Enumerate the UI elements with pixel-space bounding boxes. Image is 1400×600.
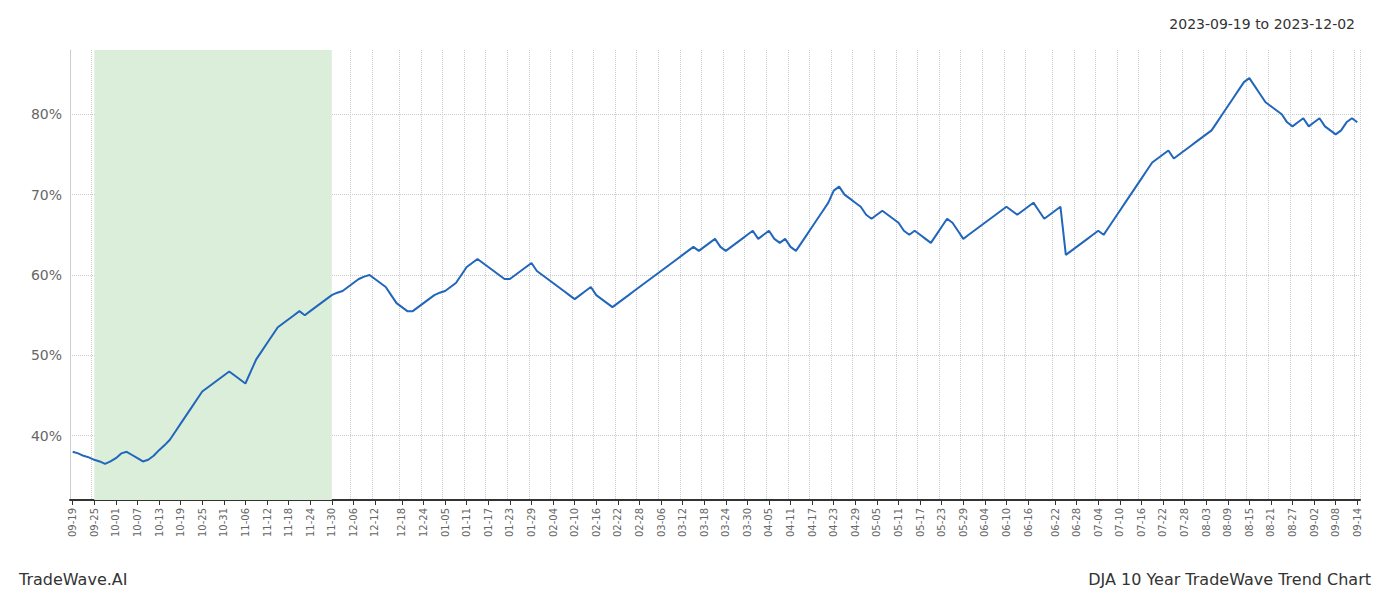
svg-text:09-02: 09-02 (1309, 508, 1320, 537)
svg-text:07-04: 07-04 (1093, 508, 1104, 537)
svg-text:04-17: 04-17 (807, 508, 818, 537)
svg-text:08-27: 08-27 (1287, 508, 1298, 537)
svg-text:01-05: 01-05 (440, 508, 451, 537)
svg-text:06-10: 06-10 (1001, 508, 1012, 537)
svg-text:01-29: 01-29 (526, 508, 537, 537)
svg-text:12-24: 12-24 (418, 508, 429, 537)
svg-text:10-31: 10-31 (218, 508, 229, 537)
svg-text:05-23: 05-23 (936, 508, 947, 537)
svg-text:01-17: 01-17 (483, 508, 494, 537)
svg-text:05-11: 05-11 (893, 508, 904, 537)
svg-text:08-21: 08-21 (1265, 508, 1276, 537)
svg-text:10-07: 10-07 (132, 508, 143, 537)
svg-text:06-04: 06-04 (979, 508, 990, 537)
svg-text:08-15: 08-15 (1244, 508, 1255, 537)
svg-text:05-29: 05-29 (958, 508, 969, 537)
svg-text:DJA 10 Year TradeWave Trend Ch: DJA 10 Year TradeWave Trend Chart (1088, 570, 1371, 589)
svg-text:03-24: 03-24 (720, 508, 731, 537)
svg-text:10-25: 10-25 (197, 508, 208, 537)
svg-text:03-06: 03-06 (656, 508, 667, 537)
svg-text:10-19: 10-19 (175, 508, 186, 537)
svg-text:05-05: 05-05 (871, 508, 882, 537)
svg-text:01-11: 01-11 (461, 508, 472, 537)
svg-text:40%: 40% (31, 428, 62, 444)
svg-text:08-03: 08-03 (1201, 508, 1212, 537)
svg-text:05-17: 05-17 (915, 508, 926, 537)
svg-text:03-12: 03-12 (677, 508, 688, 537)
svg-text:02-28: 02-28 (634, 508, 645, 537)
svg-text:2023-09-19 to 2023-12-02: 2023-09-19 to 2023-12-02 (1169, 16, 1355, 32)
svg-text:11-24: 11-24 (305, 508, 316, 537)
svg-text:11-06: 11-06 (240, 508, 251, 537)
svg-text:09-08: 09-08 (1330, 508, 1341, 537)
svg-text:12-06: 12-06 (348, 508, 359, 537)
svg-text:06-22: 06-22 (1050, 508, 1061, 537)
svg-text:09-19: 09-19 (67, 508, 78, 537)
svg-text:02-22: 02-22 (612, 508, 623, 537)
svg-text:TradeWave.AI: TradeWave.AI (18, 570, 127, 589)
svg-text:11-18: 11-18 (283, 508, 294, 537)
svg-text:02-16: 02-16 (591, 508, 602, 537)
svg-text:03-30: 03-30 (742, 508, 753, 537)
svg-text:70%: 70% (31, 187, 62, 203)
svg-text:03-18: 03-18 (699, 508, 710, 537)
svg-text:06-28: 06-28 (1071, 508, 1082, 537)
svg-text:10-01: 10-01 (110, 508, 121, 537)
svg-text:02-04: 02-04 (548, 508, 559, 537)
svg-text:04-23: 04-23 (828, 508, 839, 537)
svg-text:09-25: 09-25 (89, 508, 100, 537)
svg-text:11-30: 11-30 (326, 508, 337, 537)
svg-text:11-12: 11-12 (262, 508, 273, 537)
svg-text:09-14: 09-14 (1352, 508, 1363, 537)
svg-text:07-28: 07-28 (1179, 508, 1190, 537)
svg-text:50%: 50% (31, 347, 62, 363)
svg-text:02-10: 02-10 (569, 508, 580, 537)
svg-text:07-16: 07-16 (1136, 508, 1147, 537)
svg-text:04-05: 04-05 (763, 508, 774, 537)
svg-text:01-23: 01-23 (504, 508, 515, 537)
svg-text:06-16: 06-16 (1023, 508, 1034, 537)
svg-text:07-22: 07-22 (1157, 508, 1168, 537)
svg-text:08-09: 08-09 (1222, 508, 1233, 537)
svg-text:80%: 80% (31, 106, 62, 122)
svg-text:12-18: 12-18 (396, 508, 407, 537)
svg-text:12-12: 12-12 (369, 508, 380, 537)
svg-text:04-11: 04-11 (785, 508, 796, 537)
svg-text:04-29: 04-29 (850, 508, 861, 537)
svg-text:10-13: 10-13 (154, 508, 165, 537)
svg-text:07-10: 07-10 (1114, 508, 1125, 537)
svg-text:60%: 60% (31, 267, 62, 283)
